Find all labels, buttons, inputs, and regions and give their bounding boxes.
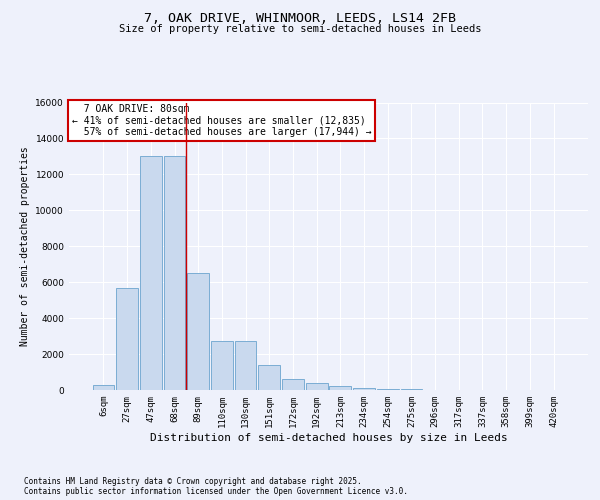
Bar <box>164 156 185 390</box>
Text: Size of property relative to semi-detached houses in Leeds: Size of property relative to semi-detach… <box>119 24 481 34</box>
Text: Contains public sector information licensed under the Open Government Licence v3: Contains public sector information licen… <box>24 487 408 496</box>
Bar <box>140 156 162 390</box>
Bar <box>259 365 280 390</box>
Text: 7, OAK DRIVE, WHINMOOR, LEEDS, LS14 2FB: 7, OAK DRIVE, WHINMOOR, LEEDS, LS14 2FB <box>144 12 456 26</box>
Bar <box>306 383 328 390</box>
Bar <box>116 288 138 390</box>
Text: 7 OAK DRIVE: 80sqm
← 41% of semi-detached houses are smaller (12,835)
  57% of s: 7 OAK DRIVE: 80sqm ← 41% of semi-detache… <box>71 104 371 137</box>
Bar <box>377 389 398 390</box>
X-axis label: Distribution of semi-detached houses by size in Leeds: Distribution of semi-detached houses by … <box>149 432 508 442</box>
Bar <box>187 273 209 390</box>
Bar <box>92 384 115 390</box>
Y-axis label: Number of semi-detached properties: Number of semi-detached properties <box>20 146 30 346</box>
Bar <box>211 342 233 390</box>
Bar <box>329 386 351 390</box>
Bar <box>282 379 304 390</box>
Bar <box>353 388 375 390</box>
Text: Contains HM Land Registry data © Crown copyright and database right 2025.: Contains HM Land Registry data © Crown c… <box>24 477 362 486</box>
Bar <box>235 342 256 390</box>
